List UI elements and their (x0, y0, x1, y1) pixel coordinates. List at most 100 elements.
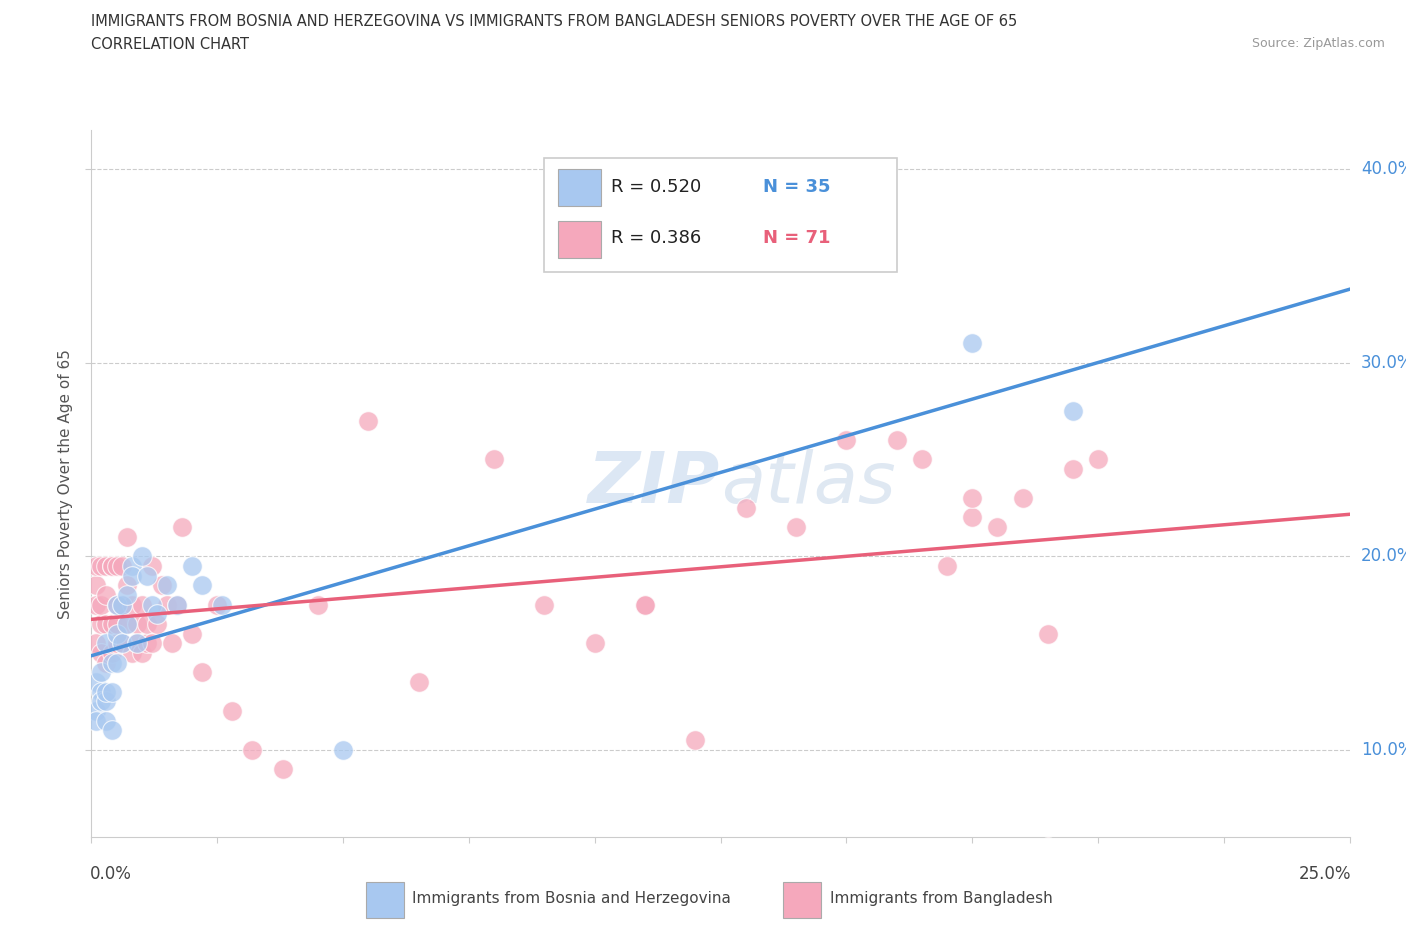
Text: CORRELATION CHART: CORRELATION CHART (91, 37, 249, 52)
Point (357, 413, 380, 428)
Point (96, 617, 118, 631)
Point (121, 558, 143, 573)
Text: R = 0.520: R = 0.520 (612, 179, 702, 196)
Text: R = 0.386: R = 0.386 (612, 229, 702, 247)
Point (96, 558, 118, 573)
Point (110, 597, 132, 612)
Point (105, 656, 128, 671)
Point (110, 597, 132, 612)
Point (1036, 839, 1059, 854)
Point (105, 617, 128, 631)
Point (131, 549, 153, 564)
Point (121, 645, 143, 660)
Point (146, 607, 169, 622)
Text: ZIP: ZIP (588, 449, 720, 518)
Point (100, 558, 122, 573)
Point (191, 578, 214, 592)
Point (166, 597, 188, 612)
Point (160, 636, 183, 651)
Point (115, 529, 138, 544)
Point (408, 674, 430, 689)
Text: N = 35: N = 35 (763, 179, 831, 196)
Point (1011, 491, 1033, 506)
Point (100, 723, 122, 737)
Point (583, 636, 606, 651)
Point (221, 704, 243, 719)
Point (634, 597, 657, 612)
Bar (558, 168, 600, 206)
Point (105, 558, 128, 573)
Point (90, 617, 112, 631)
Point (785, 520, 807, 535)
Point (86, 597, 108, 612)
Point (1062, 461, 1084, 476)
Point (125, 636, 148, 651)
Point (482, 452, 505, 467)
Point (135, 636, 157, 651)
Point (125, 617, 148, 631)
Point (150, 578, 173, 592)
Point (96, 694, 118, 709)
Point (734, 500, 756, 515)
Point (90, 597, 112, 612)
Point (131, 645, 153, 660)
Point (911, 452, 934, 467)
Point (170, 520, 193, 535)
Point (181, 558, 204, 573)
Text: atlas: atlas (720, 449, 896, 518)
Point (90, 684, 112, 699)
Point (90, 558, 112, 573)
Point (90, 665, 112, 680)
Point (962, 491, 984, 506)
Point (634, 597, 657, 612)
Text: 0.0%: 0.0% (90, 865, 132, 884)
Bar (366, 882, 404, 918)
Point (105, 636, 128, 651)
Point (962, 336, 984, 351)
Point (105, 597, 128, 612)
Point (96, 684, 118, 699)
Bar (558, 220, 600, 258)
Point (307, 597, 329, 612)
Point (156, 597, 179, 612)
Point (100, 684, 122, 699)
Point (135, 568, 157, 583)
Y-axis label: Seniors Poverty Over the Age of 65: Seniors Poverty Over the Age of 65 (58, 349, 73, 618)
Point (166, 597, 188, 612)
Point (1036, 626, 1059, 641)
Text: N = 71: N = 71 (763, 229, 831, 247)
Point (156, 578, 179, 592)
Point (936, 558, 959, 573)
Point (115, 588, 138, 603)
Point (986, 520, 1008, 535)
Point (141, 597, 163, 612)
Point (115, 617, 138, 631)
Point (110, 636, 132, 651)
Point (105, 626, 128, 641)
Point (96, 588, 118, 603)
Point (115, 617, 138, 631)
Point (181, 626, 204, 641)
Text: 40.0%: 40.0% (1361, 160, 1406, 178)
Point (86, 674, 108, 689)
Point (125, 636, 148, 651)
Point (86, 578, 108, 592)
Point (205, 597, 228, 612)
Point (86, 636, 108, 651)
Point (886, 432, 908, 447)
Point (685, 733, 707, 748)
Text: Immigrants from Bangladesh: Immigrants from Bangladesh (830, 891, 1052, 906)
Point (271, 762, 294, 777)
Point (835, 432, 858, 447)
Point (211, 597, 233, 612)
Point (110, 636, 132, 651)
Point (105, 597, 128, 612)
Point (1087, 452, 1109, 467)
Point (100, 656, 122, 671)
Point (135, 617, 157, 631)
Point (962, 510, 984, 525)
Point (86, 704, 108, 719)
Point (100, 617, 122, 631)
Point (121, 597, 143, 612)
Text: IMMIGRANTS FROM BOSNIA AND HERZEGOVINA VS IMMIGRANTS FROM BANGLADESH SENIORS POV: IMMIGRANTS FROM BOSNIA AND HERZEGOVINA V… (91, 14, 1018, 29)
